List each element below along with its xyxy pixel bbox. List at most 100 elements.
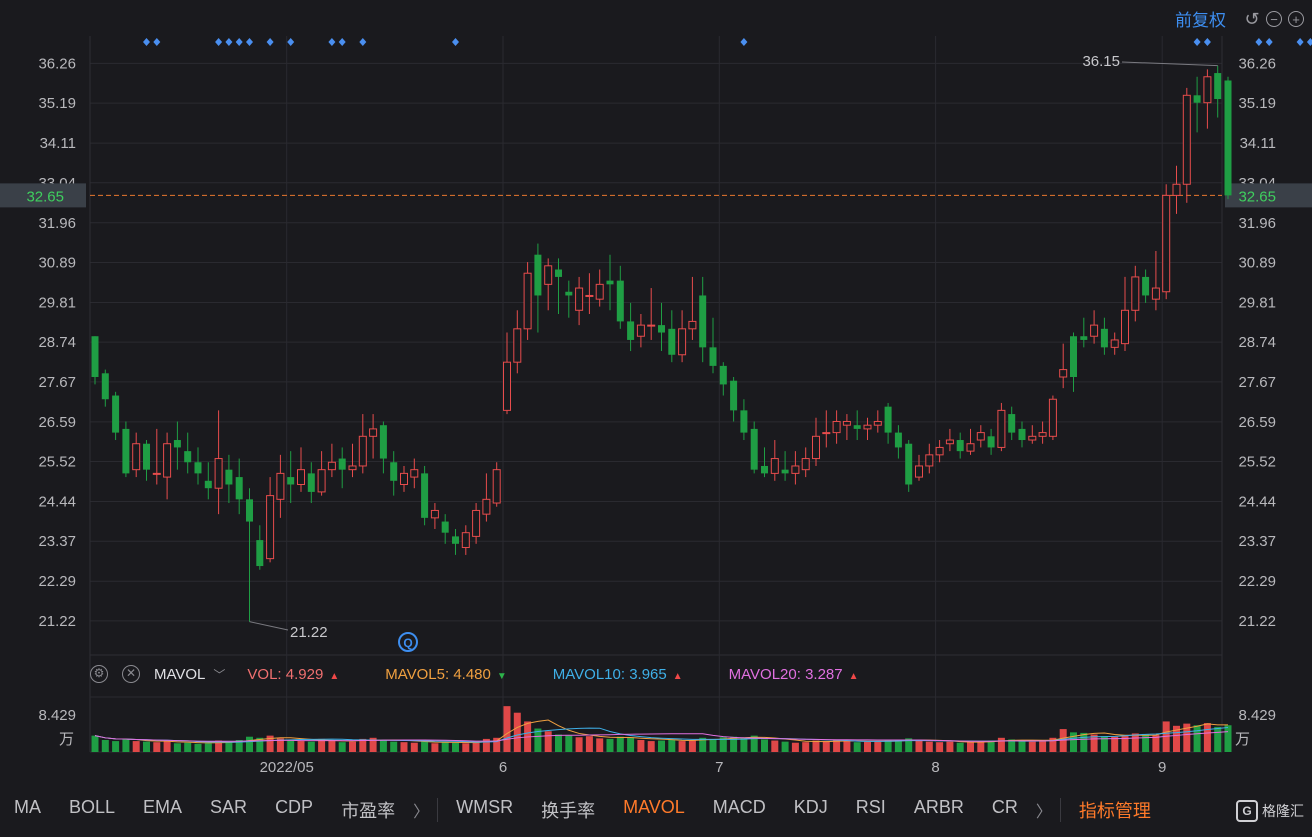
reset-icon[interactable]: ↺ bbox=[1244, 8, 1260, 29]
candle-body bbox=[791, 465, 800, 474]
tab-wmsr[interactable]: WMSR bbox=[456, 797, 514, 817]
candle-body bbox=[390, 462, 398, 481]
price-tick-right: 35.19 bbox=[1238, 95, 1276, 112]
volume-bar bbox=[791, 742, 799, 752]
tab-rsi[interactable]: RSI bbox=[855, 797, 886, 817]
candle-body bbox=[163, 443, 172, 478]
volume-bar bbox=[740, 737, 748, 752]
price-tick-left: 31.96 bbox=[38, 215, 76, 232]
price-tick-left: 35.19 bbox=[38, 95, 76, 112]
tab-换手率[interactable]: 换手率 bbox=[541, 801, 596, 821]
tab-ma[interactable]: MA bbox=[14, 797, 41, 817]
volume-bar bbox=[1018, 741, 1026, 752]
stock-chart[interactable]: 2022/05 6 7 8 9 36.26 36.26 35.19 35.19 34.11 34.1… bbox=[0, 0, 1312, 790]
event-marker bbox=[1255, 38, 1263, 46]
volume-bar bbox=[967, 742, 974, 752]
volume-unit-left: 万 bbox=[59, 731, 74, 748]
volume-bar bbox=[493, 737, 501, 752]
volume-bar bbox=[585, 736, 593, 752]
candle-body bbox=[1131, 276, 1140, 311]
volume-bar bbox=[307, 741, 315, 752]
volume-bar bbox=[987, 740, 995, 752]
price-adjust-toggle[interactable]: 前复权 bbox=[1175, 11, 1226, 30]
close-icon[interactable]: ✕ bbox=[122, 665, 140, 683]
candle-body bbox=[184, 451, 192, 463]
current-price-label-right: 32.65 bbox=[1238, 188, 1276, 205]
tab-sar[interactable]: SAR bbox=[210, 797, 248, 817]
candle-body bbox=[781, 469, 789, 474]
candle-body bbox=[1172, 183, 1181, 196]
tab-ema[interactable]: EMA bbox=[143, 797, 183, 817]
volume-bar bbox=[441, 742, 449, 752]
tab-macd[interactable]: MACD bbox=[712, 797, 766, 817]
volume-bar bbox=[410, 742, 418, 752]
indicator-tabs: MA BOLL EMA SAR CDP 市盈率 〉 WMSR 换手率 MAVOL MACD KDJ… bbox=[0, 790, 1312, 830]
candle-body bbox=[997, 409, 1006, 448]
volume-bar bbox=[452, 742, 459, 752]
indicator-selector[interactable]: MAVOL bbox=[154, 665, 206, 683]
tab-cr[interactable]: CR bbox=[991, 797, 1018, 817]
volume-bar bbox=[101, 739, 109, 752]
candle-body bbox=[905, 443, 913, 485]
tab-arbr[interactable]: ARBR bbox=[913, 797, 964, 817]
price-tick-right: 31.96 bbox=[1238, 215, 1276, 232]
price-tick-left: 26.59 bbox=[38, 414, 76, 431]
price-tick-left: 30.89 bbox=[38, 254, 76, 271]
volume-bar bbox=[194, 743, 202, 752]
tab-kdj[interactable]: KDJ bbox=[793, 797, 828, 817]
chevron-right-icon[interactable]: 〉 bbox=[1035, 804, 1052, 821]
zoom-in-icon[interactable]: + bbox=[1288, 10, 1304, 27]
candle-body bbox=[987, 436, 995, 448]
candle-body bbox=[1070, 336, 1077, 378]
price-tick-left: 28.74 bbox=[38, 334, 76, 351]
candle-body bbox=[1214, 73, 1222, 100]
price-tick-right: 29.81 bbox=[1238, 295, 1276, 312]
event-marker bbox=[1193, 38, 1201, 46]
volume-bar bbox=[658, 740, 665, 752]
volume-bar bbox=[369, 737, 377, 752]
volume-bar bbox=[1131, 733, 1139, 752]
candle-body bbox=[585, 294, 594, 297]
tab-市盈率[interactable]: 市盈率 bbox=[341, 801, 396, 821]
chevron-right-icon[interactable]: 〉 bbox=[413, 804, 430, 821]
volume-bar bbox=[688, 740, 696, 752]
candle-body bbox=[194, 462, 202, 474]
tab-boll[interactable]: BOLL bbox=[69, 797, 116, 817]
tab-mavol[interactable]: MAVOL bbox=[623, 797, 685, 817]
volume-bar bbox=[678, 741, 686, 752]
volume-bar bbox=[771, 740, 779, 752]
volume-bar bbox=[977, 741, 985, 752]
price-tick-right: 26.59 bbox=[1238, 414, 1276, 431]
zoom-out-icon[interactable]: − bbox=[1266, 10, 1282, 27]
candle-body bbox=[173, 440, 181, 448]
volume-bar bbox=[132, 741, 140, 752]
volume-bar bbox=[421, 741, 429, 752]
candle-body bbox=[812, 435, 820, 460]
volume-bar bbox=[390, 741, 398, 752]
volume-bar bbox=[235, 739, 243, 752]
high-leader-line bbox=[1121, 61, 1218, 67]
volume-bar bbox=[668, 739, 676, 752]
volume-bar bbox=[1028, 741, 1036, 752]
volume-indicator-item: MAVOL10: 3.965 ▲ bbox=[552, 665, 683, 683]
price-tick-left: 22.29 bbox=[38, 573, 76, 590]
tab-cdp[interactable]: CDP bbox=[275, 797, 314, 817]
volume-bar bbox=[647, 741, 655, 752]
volume-bar bbox=[822, 741, 830, 752]
volume-bar bbox=[956, 742, 964, 752]
event-marker bbox=[740, 38, 748, 46]
gear-icon[interactable]: ⚙ bbox=[90, 665, 108, 683]
date-label: 2022/05 bbox=[260, 759, 314, 776]
candle-body bbox=[1162, 194, 1171, 293]
volume-bar bbox=[1193, 725, 1201, 752]
candle-body bbox=[492, 469, 501, 504]
chevron-down-icon[interactable]: ﹀ bbox=[213, 667, 226, 682]
volume-bar bbox=[936, 742, 944, 752]
candle-body bbox=[430, 509, 439, 519]
indicator-manage-button[interactable]: 指标管理 bbox=[1078, 801, 1151, 821]
candle-body bbox=[287, 477, 295, 485]
candle-body bbox=[750, 428, 758, 470]
candle-body bbox=[327, 461, 336, 471]
candle-body bbox=[606, 280, 614, 285]
candle-body bbox=[461, 532, 470, 549]
